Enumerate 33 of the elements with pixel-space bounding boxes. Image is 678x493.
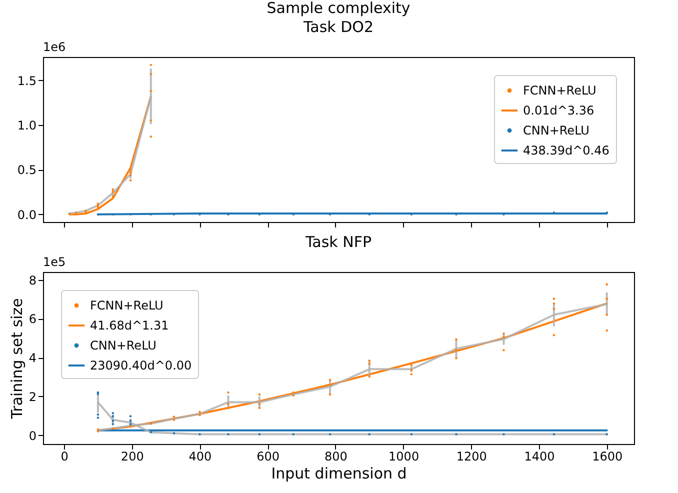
legend-label: 0.01d^3.36: [523, 104, 594, 118]
y-tick-label: 8: [28, 273, 36, 288]
text: 1e6: [43, 40, 66, 54]
x-tick-label: 200: [120, 450, 144, 464]
legend-label: FCNN+ReLU: [523, 84, 596, 98]
y-tick-label: 0.5: [17, 163, 36, 178]
y-tick-label: 0: [28, 428, 36, 443]
x-tick-label: 1600: [592, 450, 623, 464]
text: 1e5: [43, 255, 66, 269]
y-tick-label: 2: [28, 390, 36, 404]
chart-subtitle: Task DO2: [302, 18, 374, 36]
legend-label: 23090.40d^0.00: [90, 358, 192, 372]
y-tick-label: 4: [28, 351, 36, 366]
x-tick-label: 600: [256, 450, 280, 464]
x-tick-label: 800: [324, 450, 348, 464]
x-tick-label: 1000: [388, 450, 420, 464]
chart-title: Task NFP: [304, 233, 372, 251]
legend-label: CNN+ReLU: [523, 124, 590, 138]
y-tick-label: 6: [28, 312, 36, 326]
y-tick-label: 1.0: [17, 118, 36, 132]
x-tick-label: 0: [60, 450, 68, 464]
legend-label: 41.68d^1.31: [90, 318, 169, 332]
legend-label: 438.39d^0.46: [523, 144, 610, 158]
x-axis-title: Input dimension d: [271, 464, 407, 482]
chart-title: Sample complexity: [266, 0, 410, 17]
x-tick-label: 1400: [524, 450, 555, 464]
legend-label: CNN+ReLU: [90, 338, 156, 352]
x-tick-label: 1200: [456, 450, 487, 464]
y-tick-label: 1.5: [17, 74, 36, 88]
x-tick-label: 400: [188, 450, 212, 464]
legend-label: FCNN+ReLU: [90, 298, 164, 312]
y-axis-title: Training set size: [8, 298, 26, 420]
y-tick-label: 0.0: [17, 208, 36, 222]
